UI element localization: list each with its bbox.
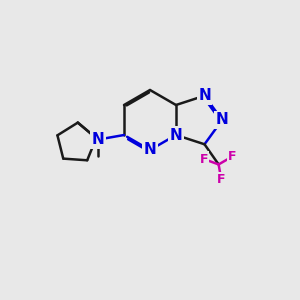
Text: N: N	[169, 128, 182, 142]
Text: F: F	[200, 153, 208, 166]
Text: F: F	[217, 173, 226, 186]
Text: N: N	[198, 88, 211, 103]
Text: F: F	[228, 150, 236, 163]
Text: N: N	[144, 142, 156, 158]
Text: N: N	[92, 132, 104, 147]
Text: N: N	[216, 112, 229, 128]
